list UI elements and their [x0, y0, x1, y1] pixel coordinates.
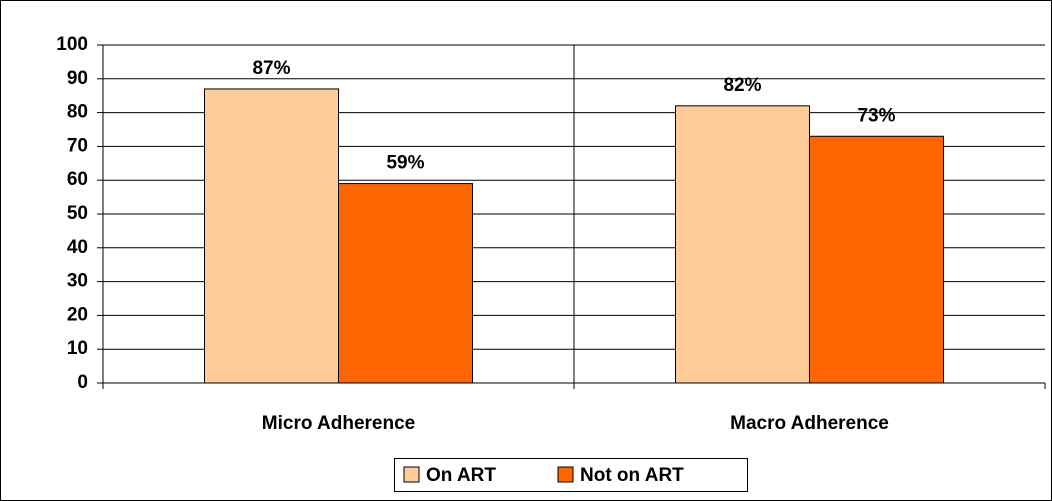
y-tick-label: 50: [67, 203, 88, 224]
legend-swatch: [403, 466, 420, 483]
y-tick-label: 80: [67, 102, 88, 123]
bar: [338, 183, 473, 384]
y-tick-label: 40: [67, 237, 88, 258]
y-tick-label: 10: [67, 338, 88, 359]
value-label: 87%: [252, 58, 290, 79]
y-tick-label: 90: [67, 68, 88, 89]
legend-swatch: [557, 466, 574, 483]
x-tick-label: Macro Adherence: [730, 413, 889, 434]
y-tick-label: 0: [77, 372, 88, 393]
legend-label: On ART: [426, 465, 496, 486]
legend-label: Not on ART: [580, 465, 684, 486]
y-tick-label: 70: [67, 135, 88, 156]
y-tick-label: 30: [67, 271, 88, 292]
bar: [675, 105, 810, 384]
bar: [809, 135, 944, 384]
value-label: 82%: [723, 75, 761, 96]
value-label: 73%: [857, 105, 895, 126]
value-label: 59%: [386, 153, 424, 174]
bar: [204, 88, 339, 384]
y-tick-label: 60: [67, 169, 88, 190]
x-tick-label: Micro Adherence: [262, 413, 415, 434]
y-tick-label: 100: [56, 34, 88, 55]
y-tick-label: 20: [67, 304, 88, 325]
